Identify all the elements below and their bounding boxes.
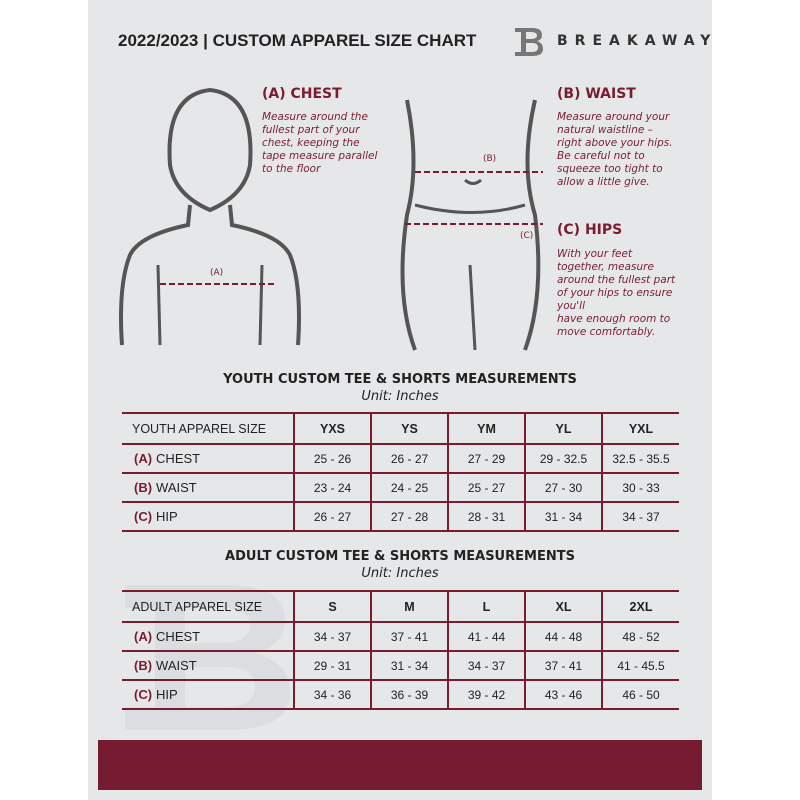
chest-figure-illustration [119,87,301,346]
measurement-code: (C) [134,509,153,524]
adult-table-unit: Unit: Inches [361,566,439,581]
table-cell: 34 - 36 [293,679,371,710]
measurement-label: (C) HIP [122,679,294,710]
table-row: (A) CHEST 25 - 26 26 - 27 27 - 29 29 - 32.5 32… [122,443,679,474]
table-row: (A) CHEST 34 - 37 37 - 41 41 - 44 44 - 48 48 -… [122,621,679,652]
table-row: (B) WAIST 23 - 24 24 - 25 25 - 27 27 - 30 30 -… [122,472,679,503]
header-row: YOUTH APPAREL SIZE YXS YS YM YL YXL [122,412,679,445]
hips-heading: (C) HIPS [557,222,623,238]
page-title: 2022/2023 | CUSTOM APPAREL SIZE CHART [118,31,477,50]
size-header: YM [447,412,525,445]
table-cell: 46 - 50 [601,679,679,710]
table-row: (C) HIP 34 - 36 36 - 39 39 - 42 43 - 46 46 - 5… [122,679,679,710]
size-header: M [370,590,448,623]
table-cell: 41 - 45.5 [601,650,679,681]
table-row: (C) HIP 26 - 27 27 - 28 28 - 31 31 - 34 34 - 3… [122,501,679,532]
table-cell: 44 - 48 [524,621,602,652]
measurement-name: WAIST [156,658,197,673]
table-cell: 39 - 42 [447,679,525,710]
table-cell: 26 - 27 [370,443,448,474]
table-cell: 37 - 41 [370,621,448,652]
size-header: YXS [293,412,371,445]
table-cell: 32.5 - 35.5 [601,443,679,474]
measurement-label: (B) WAIST [122,650,294,681]
size-label: ADULT APPAREL SIZE [122,590,294,623]
waist-heading: (B) WAIST [557,86,636,102]
measurement-label: (A) CHEST [122,621,294,652]
adult-table-title: ADULT CUSTOM TEE & SHORTS MEASUREMENTS [225,549,575,564]
table-cell: 26 - 27 [293,501,371,532]
waist-marker: (B) [483,154,497,164]
table-cell: 30 - 33 [601,472,679,503]
size-header: 2XL [601,590,679,623]
chest-heading: (A) CHEST [262,86,342,102]
measurement-label: (A) CHEST [122,443,294,474]
measurement-code: (C) [134,687,153,702]
size-header: S [293,590,371,623]
brand-name: BREAKAWAY [557,33,718,49]
chest-marker: (A) [210,268,224,278]
table-cell: 43 - 46 [524,679,602,710]
measurement-code: (B) [134,480,153,495]
table-row: (B) WAIST 29 - 31 31 - 34 34 - 37 37 - 41 41 -… [122,650,679,681]
adult-size-table: ADULT APPAREL SIZE S M L XL 2XL (A) CHEST 34 - 3… [122,590,679,710]
table-cell: 23 - 24 [293,472,371,503]
measurement-label: (C) HIP [122,501,294,532]
size-label: YOUTH APPAREL SIZE [122,412,294,445]
hips-description: With your feet together, measure around th… [557,248,676,338]
table-cell: 25 - 27 [447,472,525,503]
size-header: XL [524,590,602,623]
size-header: YXL [601,412,679,445]
table-cell: 29 - 32.5 [524,443,602,474]
measurement-code: (A) [134,451,153,466]
table-cell: 31 - 34 [524,501,602,532]
table-cell: 27 - 30 [524,472,602,503]
size-header: L [447,590,525,623]
measurement-name: CHEST [156,451,201,466]
table-cell: 27 - 28 [370,501,448,532]
measurement-name: HIP [156,509,178,524]
table-cell: 37 - 41 [524,650,602,681]
table-cell: 27 - 29 [447,443,525,474]
header-row: ADULT APPAREL SIZE S M L XL 2XL [122,590,679,623]
breakaway-logo-icon [515,28,543,56]
measurement-code: (B) [134,658,153,673]
table-cell: 29 - 31 [293,650,371,681]
youth-size-table: YOUTH APPAREL SIZE YXS YS YM YL YXL (A) CHEST 25… [122,412,679,532]
measurement-name: HIP [156,687,178,702]
footer-bar [98,740,702,790]
table-cell: 28 - 31 [447,501,525,532]
youth-table-unit: Unit: Inches [361,389,439,404]
table-cell: 48 - 52 [601,621,679,652]
measurement-label: (B) WAIST [122,472,294,503]
size-header: YS [370,412,448,445]
waist-hips-figure-illustration [400,99,543,351]
table-cell: 36 - 39 [370,679,448,710]
table-cell: 24 - 25 [370,472,448,503]
youth-table-title: YOUTH CUSTOM TEE & SHORTS MEASUREMENTS [223,372,577,387]
chest-description: Measure around the fullest part of your ch… [262,111,378,175]
hips-marker: (C) [520,231,534,241]
measurement-code: (A) [134,629,153,644]
waist-description: Measure around your natural waistline – ri… [557,111,673,188]
measurement-name: CHEST [156,629,201,644]
table-cell: 34 - 37 [293,621,371,652]
measurement-name: WAIST [156,480,197,495]
table-cell: 41 - 44 [447,621,525,652]
size-header: YL [524,412,602,445]
table-cell: 25 - 26 [293,443,371,474]
table-cell: 34 - 37 [601,501,679,532]
table-cell: 31 - 34 [370,650,448,681]
table-cell: 34 - 37 [447,650,525,681]
